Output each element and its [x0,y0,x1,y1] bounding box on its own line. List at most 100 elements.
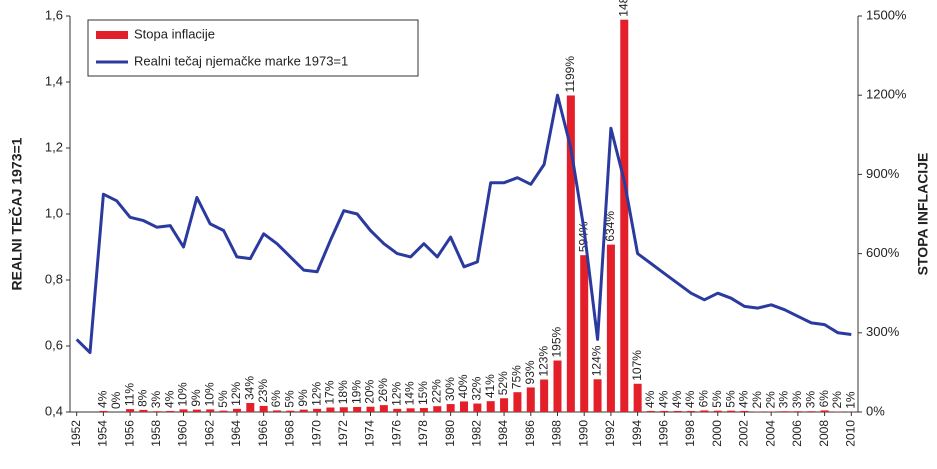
bar [339,407,348,412]
x-tick-label: 1984 [496,420,510,447]
bar [793,411,802,412]
bar [673,410,682,412]
bar [166,410,175,412]
bar [379,405,388,412]
bar [593,379,602,412]
legend-label: Realni tečaj njemačke marke 1973=1 [134,53,348,68]
data-label: 3% [790,391,804,409]
bar [246,403,255,412]
bar [606,244,615,412]
data-label: 3% [777,391,791,409]
x-tick-label: 1974 [363,420,377,447]
x-tick-label: 1994 [630,420,644,447]
x-tick-label: 2006 [790,420,804,447]
bar [580,255,589,412]
y-tick-label: 0,4 [45,403,63,418]
y2-axis-title: STOPA INFLACIJE [915,153,931,276]
data-label: 4% [162,390,176,408]
x-tick-label: 1990 [576,420,590,447]
data-label: 40% [456,374,470,398]
data-label: 4% [643,390,657,408]
x-tick-label: 1952 [69,420,83,447]
bar [353,406,362,412]
data-label: 1486% [616,0,630,17]
data-label: 19% [349,380,363,404]
y2-tick-label: 0% [866,403,885,418]
bar [179,409,188,412]
data-label: 4% [683,390,697,408]
bar [326,407,335,412]
bar [473,403,482,412]
data-label: 5% [723,390,737,408]
x-tick-label: 2000 [710,420,724,447]
y2-tick-label: 300% [866,324,900,339]
y-tick-label: 1,0 [45,205,63,220]
bar [219,410,228,412]
bar [713,410,722,412]
x-tick-label: 1956 [122,420,136,447]
bar [633,383,642,412]
y-tick-label: 0,8 [45,271,63,286]
x-tick-label: 1972 [336,420,350,447]
data-label: 52% [496,371,510,395]
bar [446,404,455,412]
bar [660,410,669,412]
x-tick-label: 1966 [256,420,270,447]
data-label: 23% [256,379,270,403]
x-tick-label: 1962 [202,420,216,447]
x-tick-label: 1986 [523,420,537,447]
bar [433,406,442,412]
data-label: 1% [843,391,857,409]
bar [259,405,268,412]
data-label: 34% [242,376,256,400]
bar [700,410,709,412]
legend-box [87,19,419,77]
bar [620,19,629,413]
bar [273,410,282,412]
bar [299,409,308,412]
data-label: 26% [376,378,390,402]
data-label: 41% [483,374,497,398]
data-label: 20% [363,379,377,403]
bar [526,387,535,412]
data-label: 2% [830,391,844,409]
bar [126,409,135,412]
bar [192,409,201,412]
bar [459,401,469,412]
data-label: 12% [229,381,243,405]
data-label: 0% [109,391,123,409]
data-label: 3% [149,391,163,409]
x-tick-label: 1982 [470,420,484,447]
bar [740,410,749,412]
bar [500,398,509,412]
data-label: 8% [136,389,150,407]
bar [553,360,562,412]
y-tick-label: 1,4 [45,73,63,88]
x-tick-label: 1960 [176,420,190,447]
x-tick-label: 1988 [550,420,564,447]
data-label: 4% [657,390,671,408]
data-label: 12% [389,381,403,405]
bar [139,409,148,412]
data-label: 15% [416,381,430,405]
y2-tick-label: 1500% [866,7,907,22]
data-label: 9% [296,389,310,407]
y-axis-title: REALNI TEČAJ 1973=1 [8,137,25,290]
bar [313,408,322,412]
data-label: 4% [670,390,684,408]
x-tick-label: 1998 [683,420,697,447]
y2-tick-label: 1200% [866,87,907,102]
data-label: 5% [216,390,230,408]
bar [286,410,295,412]
bar [687,410,696,412]
data-label: 32% [470,376,484,400]
x-tick-label: 2010 [843,420,857,447]
data-label: 14% [403,381,417,405]
bar [513,392,522,412]
bar [566,95,575,413]
data-label: 18% [336,380,350,404]
data-label: 4% [737,390,751,408]
x-tick-label: 1980 [443,420,457,447]
data-label: 12% [309,381,323,405]
